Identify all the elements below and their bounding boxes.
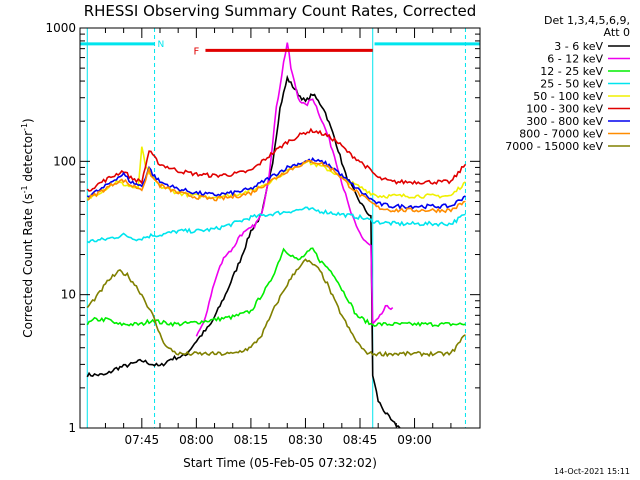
y-tick-label: 1 [68,421,76,435]
x-tick-label: 08:15 [234,433,269,447]
series-line-12-25-kev [86,247,466,328]
legend-label: 800 - 7000 keV [519,128,603,141]
y-tick-label: 10 [61,288,76,302]
axes: 1 10 100 1000 07:45 08:00 08:15 08:30 08:45 09:00 [45,21,480,447]
y-tick-label: 1000 [45,21,76,35]
y-axis-label-main: Corrected Count Rate (s [21,193,35,337]
chart-title: RHESSI Observing Summary Count Rates, Co… [84,2,477,20]
y-axis-label: Corrected Count Rate (s-1 detector-1) [20,118,35,337]
y-tick-label: 100 [53,154,76,168]
legend-label: 300 - 800 keV [526,115,603,128]
plot-layer: NF [80,28,480,428]
y-axis-label-end: ) [21,118,35,123]
y-axis-label-sup2: -1 [20,123,29,131]
legend-label: 100 - 300 keV [526,103,603,116]
x-tick-label: 07:45 [125,433,160,447]
legend-header-line2: Att 0 [604,26,630,39]
legend-label: 25 - 50 keV [540,78,603,91]
legend-label: 12 - 25 keV [540,65,603,78]
series-line-25-50-kev [86,206,466,244]
series-line-100-300-kev [86,127,467,192]
x-tick-label: 08:00 [179,433,214,447]
x-tick-label: 09:00 [397,433,432,447]
series-line-800-7000-kev [86,159,466,214]
annotation-f: F [193,46,199,57]
legend-header-line1: Det 1,3,4,5,6,9, [544,14,630,27]
series-line-300-800-kev [86,157,466,210]
annotation-n: N [158,40,165,50]
legend-label: 6 - 12 keV [547,53,603,66]
series-line-7000-15000-kev [86,258,466,358]
x-tick-label: 08:45 [343,433,378,447]
y-axis-label-sup1: -1 [20,185,29,193]
x-axis-label: Start Time (05-Feb-05 07:32:02) [183,456,377,470]
legend-label: 7000 - 15000 keV [505,140,603,153]
y-axis-label-mid: detector [21,131,35,186]
series-line-6-12-kev [195,42,394,337]
plot-frame [79,27,481,429]
legend-label: 3 - 6 keV [554,40,603,53]
timestamp: 14-Oct-2021 15:11 [554,467,630,476]
x-tick-label: 08:30 [288,433,323,447]
legend-label: 50 - 100 keV [533,90,603,103]
